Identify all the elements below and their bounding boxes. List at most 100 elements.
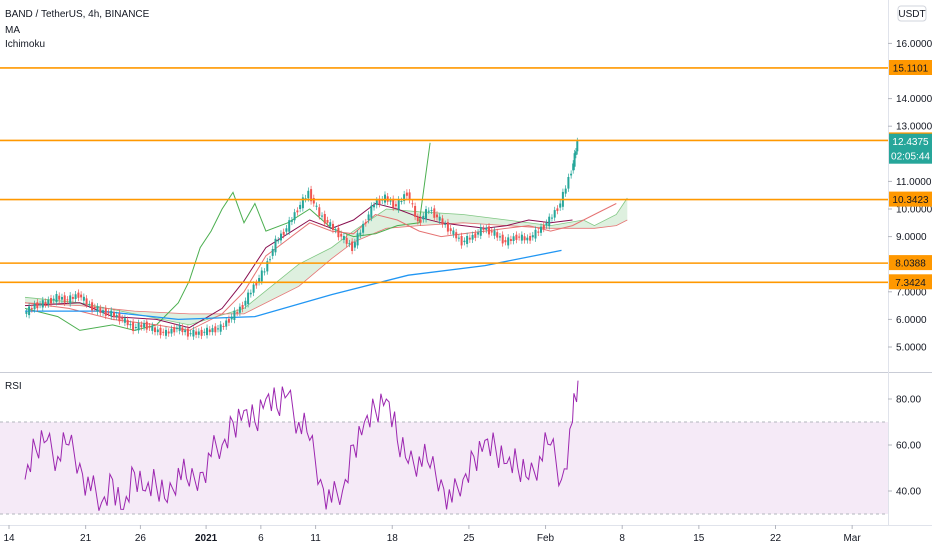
price-tick-label: 6.0000 bbox=[896, 315, 927, 326]
candle-body bbox=[304, 198, 307, 200]
candle-body bbox=[507, 237, 510, 246]
candle-body bbox=[576, 141, 579, 152]
candle-body bbox=[143, 323, 146, 328]
candle-body bbox=[74, 294, 77, 299]
price-tags: 15.110112.485110.34238.03887.342412.4375… bbox=[889, 60, 932, 290]
candle-body bbox=[378, 198, 381, 204]
time-tick-label: 2021 bbox=[195, 533, 218, 544]
candle-body bbox=[315, 205, 318, 207]
price-tick-label: 9.0000 bbox=[896, 232, 927, 243]
candle-body bbox=[50, 298, 52, 304]
candle-body bbox=[197, 331, 200, 335]
candle-body bbox=[493, 230, 496, 236]
candle-body bbox=[266, 261, 269, 272]
candle-body bbox=[438, 216, 441, 221]
time-axis[interactable]: 14 21 26 2021 6 11 18 25 Feb 8 15 22 Mar bbox=[3, 525, 861, 544]
level-tag-label: 8.0388 bbox=[895, 259, 926, 270]
candle-body bbox=[501, 234, 504, 244]
rsi-tick-label: 40.00 bbox=[896, 487, 921, 498]
candle-body bbox=[427, 210, 430, 212]
candle-body bbox=[36, 302, 39, 309]
candle-body bbox=[340, 233, 343, 237]
candle-body bbox=[244, 300, 247, 306]
candle-body bbox=[496, 232, 499, 238]
candle-body bbox=[227, 318, 230, 323]
candle-body bbox=[102, 310, 104, 313]
candle-body bbox=[126, 319, 129, 326]
candles bbox=[25, 137, 579, 340]
candle-body bbox=[468, 237, 471, 240]
candle-body bbox=[479, 227, 482, 236]
candle-body bbox=[405, 192, 408, 196]
candle-body bbox=[225, 320, 228, 327]
candle-body bbox=[299, 204, 302, 209]
cloud-fill bbox=[25, 198, 628, 325]
candle-body bbox=[96, 306, 99, 312]
rsi-tick-label: 60.00 bbox=[896, 441, 921, 452]
candle-body bbox=[214, 326, 217, 333]
candle-body bbox=[58, 295, 61, 300]
price-tick-label: 13.0000 bbox=[896, 122, 932, 133]
ma-legend[interactable]: MA bbox=[5, 25, 20, 36]
price-tick-label: 14.0000 bbox=[896, 94, 932, 105]
ichimoku-legend[interactable]: Ichimoku bbox=[5, 39, 45, 50]
ichimoku-lines bbox=[24, 142, 617, 331]
candle-body bbox=[255, 283, 258, 286]
candle-body bbox=[326, 220, 329, 223]
level-tag bbox=[889, 60, 932, 75]
candle-body bbox=[572, 163, 575, 171]
candle-body bbox=[570, 173, 573, 176]
candle-body bbox=[148, 326, 151, 328]
candle-body bbox=[134, 327, 137, 328]
candle-body bbox=[159, 327, 162, 336]
candle-body bbox=[88, 303, 91, 305]
candle-body bbox=[208, 329, 211, 333]
rsi-band bbox=[0, 422, 888, 514]
candle-body bbox=[107, 312, 110, 314]
time-tick-label: 25 bbox=[463, 533, 475, 544]
candle-body bbox=[540, 226, 542, 233]
candle-body bbox=[408, 192, 411, 200]
candle-body bbox=[99, 308, 102, 313]
currency-badge[interactable] bbox=[897, 5, 927, 22]
candle-body bbox=[110, 310, 113, 317]
rsi-series bbox=[24, 380, 579, 511]
candle-body bbox=[537, 231, 540, 233]
candle-body bbox=[63, 295, 66, 303]
candle-body bbox=[425, 209, 427, 220]
rsi-axis[interactable]: 80.00 60.00 40.00 bbox=[888, 395, 921, 498]
candle-body bbox=[422, 215, 425, 220]
price-axis[interactable]: 16.0000 14.0000 13.0000 11.0000 10.0000 9.000… bbox=[888, 39, 932, 354]
candle-body bbox=[394, 204, 397, 207]
candle-body bbox=[348, 243, 351, 245]
candle-body bbox=[515, 234, 518, 240]
price-tick-label: 16.0000 bbox=[896, 39, 932, 50]
symbol-title[interactable]: BAND / TetherUS, 4h, BINANCE bbox=[5, 9, 150, 20]
candle-body bbox=[236, 312, 239, 314]
candle-body bbox=[312, 198, 315, 204]
span-b-line bbox=[24, 219, 628, 315]
candle-body bbox=[61, 297, 63, 300]
candle-body bbox=[165, 329, 167, 336]
last-price-tag bbox=[889, 133, 932, 164]
time-tick-label: 8 bbox=[619, 533, 625, 544]
candle-body bbox=[77, 292, 80, 298]
candle-body bbox=[151, 325, 154, 331]
candle-body bbox=[556, 208, 559, 211]
rsi-title[interactable]: RSI bbox=[5, 381, 22, 392]
candle-body bbox=[293, 212, 296, 221]
candle-body bbox=[195, 331, 198, 335]
candle-body bbox=[39, 304, 42, 306]
candle-body bbox=[66, 299, 69, 301]
price-pane[interactable] bbox=[0, 0, 888, 372]
candle-body bbox=[277, 240, 280, 242]
time-tick-label: 22 bbox=[770, 533, 782, 544]
candle-body bbox=[433, 208, 436, 218]
candle-body bbox=[553, 210, 556, 218]
candle-body bbox=[145, 321, 148, 330]
candle-body bbox=[351, 241, 354, 251]
candle-body bbox=[91, 302, 94, 311]
candle-body bbox=[529, 236, 532, 241]
candle-body bbox=[238, 306, 241, 313]
